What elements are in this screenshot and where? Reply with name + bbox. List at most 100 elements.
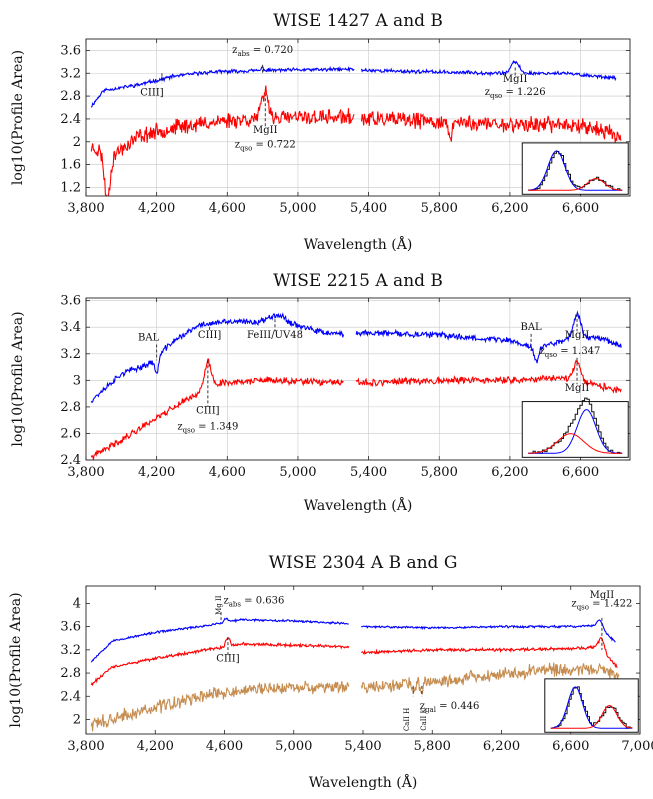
annotation-label: MgII: [253, 125, 278, 136]
annotation: Mg II: [215, 595, 223, 621]
x-tick-label: 5,000: [279, 465, 316, 480]
x-tick-label: 3,800: [67, 739, 104, 754]
chart-title: WISE 1427 A and B: [273, 11, 443, 31]
y-tick-label: 3.6: [60, 294, 81, 309]
inset-fit-component-red: [528, 178, 623, 191]
y-tick-label: 1.6: [60, 158, 81, 173]
y-tick-label: 3.2: [60, 643, 81, 658]
x-tick-label: 6,600: [552, 739, 589, 754]
x-tick-label: 6,600: [562, 201, 599, 216]
annotation: MgII: [253, 93, 278, 136]
x-tick-label: 3,800: [67, 201, 104, 216]
y-tick-label: 2.8: [60, 400, 81, 415]
annotation: BAL: [520, 322, 542, 352]
annotation: MgII: [565, 313, 590, 341]
annotation: CIII]: [140, 73, 164, 99]
inset-profile-fit: [521, 142, 629, 195]
inset-fit-component-blue: [550, 686, 633, 729]
annotation-label: MgII: [503, 74, 528, 85]
x-tick-label: 5,400: [350, 201, 387, 216]
spectrum-series-1: [90, 617, 616, 663]
x-tick-label: 4,200: [138, 201, 175, 216]
annotation: zqso = 0.722: [235, 139, 296, 152]
y-tick-label: 3.2: [60, 66, 81, 81]
plot-frame: [85, 38, 631, 197]
annotation-label: CIII]: [196, 406, 220, 417]
annotation-label: zqso = 1.422: [571, 598, 632, 611]
annotation: MgII: [503, 67, 528, 85]
y-axis-label: log10(Profile Area): [10, 50, 26, 185]
x-axis-label: Wavelength (Å): [304, 235, 413, 253]
plot-frame: [85, 585, 641, 735]
inset-data-histogram: [528, 151, 623, 191]
annotation: CIII]: [216, 637, 240, 664]
annotation: zqso = 1.347: [539, 346, 600, 359]
annotation: zqso = 1.422: [571, 598, 632, 650]
inset-data-histogram: [528, 397, 623, 454]
y-axis-label: log10(Profile Area): [8, 592, 24, 727]
y-tick-label: 3: [73, 373, 81, 388]
inset-profile-fit: [544, 678, 639, 733]
x-tick-label: 4,600: [206, 739, 243, 754]
annotation: MgII: [565, 357, 590, 394]
y-tick-label: 3.6: [60, 620, 81, 635]
x-tick-label: 6,600: [562, 465, 599, 480]
spectrum-series-2: [90, 85, 622, 196]
annotation-label: MgII: [565, 383, 590, 394]
y-tick-label: 4: [73, 596, 81, 611]
annotation-label: BAL: [138, 332, 160, 343]
annotation: MgII: [590, 590, 615, 601]
annotation: zabs = 0.636: [223, 595, 284, 608]
annotation: FeIII/UV48: [247, 319, 303, 341]
annotation: CaII K: [420, 685, 428, 731]
inset-profile-fit: [521, 397, 629, 458]
chart-title: WISE 2215 A and B: [273, 271, 443, 291]
annotation: BAL: [138, 332, 160, 361]
spectrum-series-1: [90, 60, 617, 108]
annotation-label: Mg II: [215, 595, 223, 615]
x-tick-label: 6,200: [491, 201, 528, 216]
y-tick-label: 3.6: [60, 43, 81, 58]
y-tick-label: 3.2: [60, 347, 81, 362]
annotation-label: CIII]: [140, 88, 164, 99]
annotation-label: zabs = 0.636: [223, 595, 284, 608]
inset-fit-component-blue: [528, 409, 623, 454]
x-tick-label: 5,800: [421, 465, 458, 480]
x-tick-label: 6,200: [483, 739, 520, 754]
chart-panel-3: WISE 2304 A B and G 3,800 4,200 4,600 5,000 5…: [8, 553, 653, 791]
annotation-label: zqso = 1.349: [177, 421, 238, 434]
annotation-label: FeIII/UV48: [247, 330, 303, 341]
x-tick-label: 4,200: [138, 465, 175, 480]
spectrum-series-2: [90, 636, 618, 687]
y-tick-label: 2.6: [60, 426, 81, 441]
x-tick-label: 5,800: [421, 201, 458, 216]
annotation-label: zabs = 0.720: [232, 45, 293, 58]
y-axis-label: log10(Profile Area): [10, 311, 26, 446]
y-tick-label: 2.4: [60, 689, 81, 704]
y-tick-label: 1.2: [60, 180, 81, 195]
x-tick-label: 7,000: [621, 739, 653, 754]
annotation: CIII]: [196, 360, 220, 417]
plot-frame: [85, 297, 631, 461]
annotation: zabs = 0.720: [232, 45, 293, 74]
spectrum-series-2: [90, 358, 622, 460]
x-tick-label: 5,400: [350, 465, 387, 480]
x-tick-label: 5,400: [344, 739, 381, 754]
x-tick-label: 6,200: [491, 465, 528, 480]
chart-panel-1: WISE 1427 A and B 3,800 4,200 4,600 5,000 5,4…: [10, 11, 631, 253]
x-tick-label: 4,600: [209, 201, 246, 216]
x-tick-label: 3,800: [67, 465, 104, 480]
inset-fit-component-red: [528, 433, 623, 454]
chart-title: WISE 2304 A B and G: [269, 553, 458, 573]
annotation-label: BAL: [520, 322, 542, 333]
annotation-label: MgII: [565, 330, 590, 341]
y-tick-label: 2: [73, 135, 81, 150]
y-tick-label: 2.4: [60, 112, 81, 127]
annotation-label: CaII H: [403, 708, 411, 731]
y-tick-label: 3.4: [60, 320, 81, 335]
x-tick-label: 5,800: [414, 739, 451, 754]
annotation-label: CIII]: [198, 330, 222, 341]
annotation: zgal = 0.446: [420, 701, 480, 714]
annotation-label: CaII K: [420, 707, 428, 730]
x-axis-label: Wavelength (Å): [304, 496, 413, 514]
